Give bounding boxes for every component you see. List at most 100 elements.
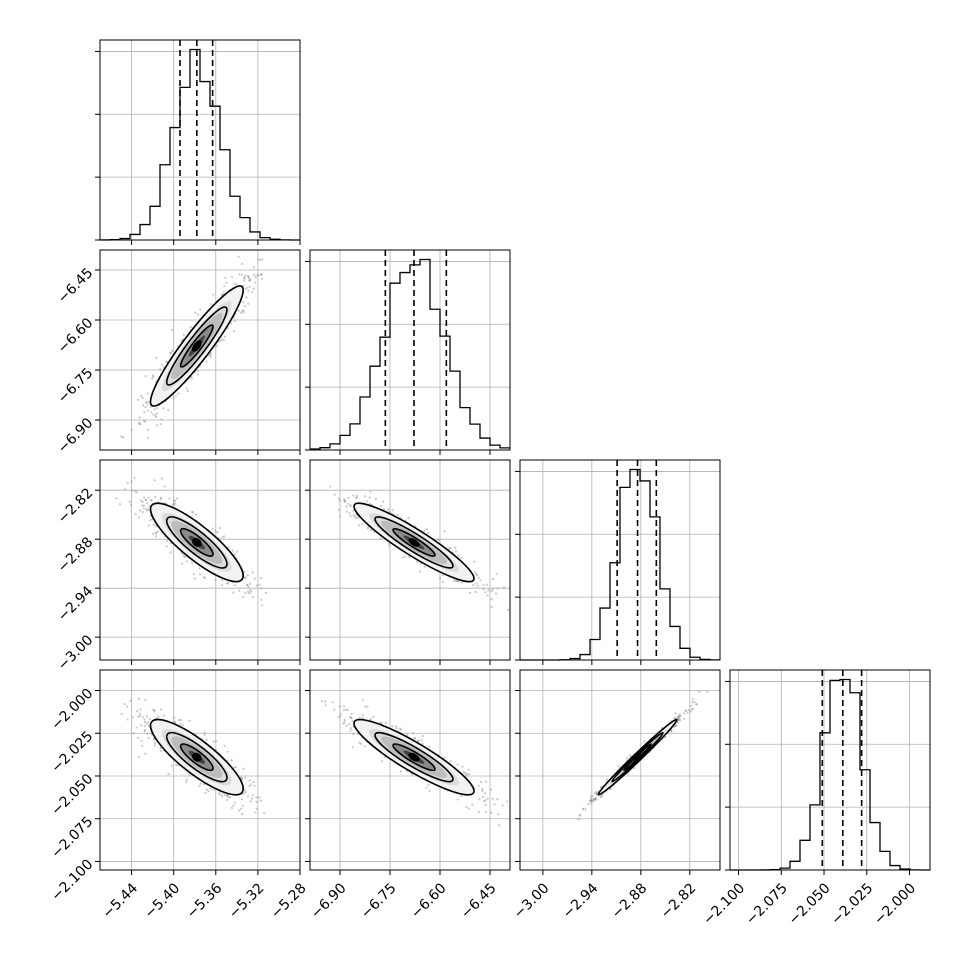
sample-point xyxy=(248,279,251,282)
sample-point xyxy=(387,508,390,511)
sample-point xyxy=(215,344,219,347)
sample-point xyxy=(505,800,509,803)
sample-point xyxy=(464,772,467,775)
sample-point xyxy=(146,400,149,403)
sample-point xyxy=(349,505,352,508)
grid-lines xyxy=(520,670,720,870)
sample-point xyxy=(423,529,426,533)
sample-point xyxy=(388,545,391,548)
x-tick-label: −5.40 xyxy=(142,880,184,922)
sample-point xyxy=(147,508,150,511)
sample-point xyxy=(484,591,487,594)
sample-point xyxy=(169,551,172,554)
sample-point xyxy=(418,570,421,573)
sample-point xyxy=(230,275,234,279)
y-tick-label: −6.60 xyxy=(55,315,97,357)
sample-point xyxy=(251,290,254,294)
sample-point xyxy=(677,718,680,721)
sample-point xyxy=(243,570,246,573)
sample-point xyxy=(140,395,143,398)
sample-point xyxy=(617,765,620,768)
sample-point xyxy=(380,759,384,763)
y-tick-label: −2.88 xyxy=(55,534,97,576)
sample-point xyxy=(191,510,194,514)
sample-point xyxy=(369,490,372,493)
sample-point xyxy=(221,795,224,798)
sample-point xyxy=(229,322,233,325)
sample-point xyxy=(242,767,245,770)
sample-point xyxy=(242,279,246,282)
x-tick-label: −2.025 xyxy=(828,880,876,928)
sample-point xyxy=(126,481,129,485)
sample-point xyxy=(129,504,133,507)
sample-point xyxy=(338,515,342,518)
sample-point xyxy=(246,583,249,587)
sample-point xyxy=(420,739,423,742)
sample-point xyxy=(205,738,208,742)
sample-point xyxy=(467,807,470,810)
panel-frame-2-2 xyxy=(519,459,721,661)
sample-point xyxy=(172,502,175,505)
sample-point xyxy=(351,746,354,749)
sample-point xyxy=(245,286,249,289)
sample-point xyxy=(121,436,125,439)
sample-point xyxy=(144,698,147,701)
sample-point xyxy=(358,741,361,744)
sample-point xyxy=(490,788,493,791)
sample-point xyxy=(490,598,493,601)
sample-point xyxy=(246,795,250,798)
sample-point xyxy=(151,708,154,711)
sample-point xyxy=(369,529,372,532)
sample-point xyxy=(629,754,632,757)
sample-point xyxy=(456,763,459,766)
sample-point xyxy=(169,351,172,355)
sample-point xyxy=(184,780,188,783)
sample-point xyxy=(247,275,250,278)
sample-point xyxy=(248,285,251,289)
sample-point xyxy=(355,496,358,499)
sample-point xyxy=(590,796,593,800)
sample-point xyxy=(246,574,249,577)
sample-point xyxy=(243,276,246,279)
sample-point xyxy=(491,577,494,581)
sample-point xyxy=(465,772,468,775)
sample-point xyxy=(135,491,138,494)
sample-point xyxy=(209,353,212,356)
y-tick-label: −6.90 xyxy=(55,415,97,457)
sample-point xyxy=(159,708,163,711)
sample-point xyxy=(337,497,340,500)
sample-point xyxy=(507,608,510,612)
sample-point xyxy=(223,793,227,797)
contour-line xyxy=(374,731,454,783)
sample-point xyxy=(209,355,212,358)
sample-point xyxy=(181,562,184,565)
sample-point xyxy=(137,755,141,758)
sample-point xyxy=(343,719,346,722)
sample-point xyxy=(146,436,149,439)
sample-point xyxy=(170,764,173,767)
sample-point xyxy=(151,374,155,377)
x-tick-label: −5.28 xyxy=(268,880,310,922)
sample-point xyxy=(234,766,237,769)
sample-point xyxy=(363,745,366,748)
sample-point xyxy=(214,578,217,582)
sample-point xyxy=(595,792,598,795)
sample-point xyxy=(396,513,399,517)
contour-line xyxy=(392,743,436,772)
sample-point xyxy=(243,792,246,795)
sample-point xyxy=(484,810,488,814)
sample-point xyxy=(203,577,207,580)
axis-ticks xyxy=(305,260,491,455)
sample-point xyxy=(196,313,199,316)
sample-point xyxy=(249,783,252,786)
sample-point xyxy=(233,553,236,556)
sample-point xyxy=(343,721,346,724)
sample-point xyxy=(115,497,118,500)
sample-point xyxy=(355,517,358,520)
sample-point xyxy=(149,519,152,522)
sample-point xyxy=(361,713,364,716)
sample-point xyxy=(238,589,241,592)
sample-point xyxy=(120,435,123,438)
sample-point xyxy=(427,783,430,787)
sample-point xyxy=(358,716,361,719)
